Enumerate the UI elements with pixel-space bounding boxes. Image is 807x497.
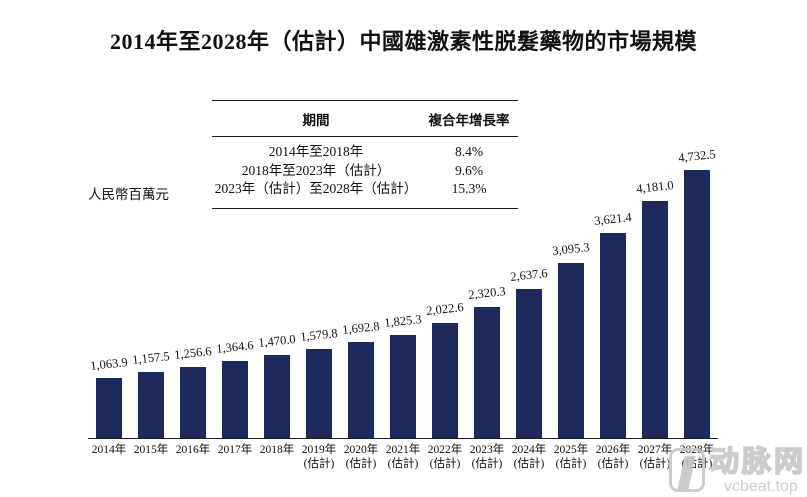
- bar-slot: 1,470.0: [256, 332, 298, 438]
- bar-value-label: 1,256.6: [173, 344, 213, 362]
- x-axis-label: 2020年 (估計): [343, 444, 379, 471]
- bar: [96, 378, 122, 438]
- x-axis-label: 2023年 (估計): [469, 444, 505, 471]
- bar: [558, 263, 584, 438]
- cagr-cell: 8.4%: [454, 144, 484, 159]
- bar-slot: 1,157.5: [130, 349, 172, 438]
- bar-value-label: 4,732.5: [677, 147, 717, 165]
- cagr-table-header-row: 期間 複合年增長率: [212, 101, 518, 137]
- bar-slot: 2,637.6: [508, 266, 550, 438]
- cagr-table: 期間 複合年增長率 2014年至2018年 8.4% 2018年至2023年（估計）…: [212, 100, 518, 209]
- bar: [432, 323, 458, 438]
- bar: [348, 342, 374, 438]
- period-cell: 2018年至2023年（估計）: [241, 162, 391, 178]
- bar: [180, 367, 206, 438]
- watermark-logo-text: 动脉网: [709, 446, 806, 478]
- bar: [684, 170, 710, 438]
- cagr-table-header-period: 期間: [302, 113, 330, 128]
- bar-chart: 1,063.9 1,157.5 1,256.6 1,364.6 1,470.0 1,579…: [88, 147, 718, 472]
- bar-value-label: 2,320.3: [467, 284, 507, 302]
- bar-slot: 1,579.8: [298, 326, 340, 438]
- bar-slot: 1,692.8: [340, 319, 382, 438]
- bar-value-label: 1,579.8: [299, 326, 339, 344]
- x-axis-label: 2022年 (估計): [427, 444, 463, 471]
- bar-slot: 3,095.3: [550, 240, 592, 438]
- bar-slot: 2,320.3: [466, 284, 508, 438]
- bar-value-label: 3,621.4: [593, 210, 633, 228]
- x-axis-label: 2028年 (估計): [679, 444, 715, 471]
- table-row: 2014年至2018年 8.4%: [212, 143, 518, 162]
- cagr-cell: 15.3%: [451, 181, 487, 196]
- watermark-site-text: vcbeat.top: [723, 478, 798, 495]
- bar: [642, 201, 668, 438]
- table-row: 2023年（估計）至2028年（估計） 15.3%: [212, 180, 518, 199]
- period-cell: 2023年（估計）至2028年（估計）: [214, 181, 418, 196]
- bar-value-label: 2,637.6: [509, 266, 549, 284]
- bar-value-label: 1,825.3: [383, 312, 423, 330]
- x-axis-label: 2025年 (估計): [553, 444, 589, 471]
- x-axis-label: 2014年: [91, 444, 127, 456]
- chart-title: 2014年至2028年（估計）中國雄激素性脱髮藥物的市場規模: [109, 29, 697, 54]
- bar-value-label: 1,470.0: [257, 332, 297, 350]
- x-axis-label: 2021年 (估計): [385, 444, 421, 471]
- bar-value-label: 3,095.3: [551, 240, 591, 258]
- x-axis-labels: 2014年 2015年 2016年 2017年 2018年 2019年 (估計) 2020年(…: [88, 439, 718, 472]
- bar-slot: 1,364.6: [214, 338, 256, 438]
- bars-area: 1,063.9 1,157.5 1,256.6 1,364.6 1,470.0 1,579…: [88, 147, 718, 439]
- cagr-table-header-cagr: 複合年增長率: [428, 113, 510, 128]
- bar: [390, 335, 416, 438]
- cagr-cell: 9.6%: [454, 162, 484, 178]
- y-axis-unit-label: 人民幣百萬元: [88, 187, 169, 202]
- bar: [474, 307, 500, 438]
- x-axis-label: 2016年: [175, 444, 211, 456]
- bar-slot: 4,732.5: [676, 147, 718, 438]
- bar: [306, 349, 332, 438]
- cagr-table-body: 2014年至2018年 8.4% 2018年至2023年（估計） 9.6% 2023年（…: [212, 137, 518, 208]
- x-axis-label: 2017年: [217, 444, 253, 456]
- bar: [222, 361, 248, 438]
- bar: [600, 233, 626, 438]
- bar-slot: 1,825.3: [382, 312, 424, 438]
- period-cell: 2014年至2018年: [268, 144, 364, 159]
- bar-value-label: 1,157.5: [131, 349, 171, 367]
- bar-value-label: 1,692.8: [341, 319, 381, 337]
- bar: [516, 289, 542, 438]
- x-axis-label: 2024年 (估計): [511, 444, 547, 471]
- x-axis-label: 2019年 (估計): [301, 444, 337, 471]
- bar-slot: 3,621.4: [592, 210, 634, 438]
- bar-slot: 2,022.6: [424, 300, 466, 438]
- bar-slot: 1,256.6: [172, 344, 214, 438]
- x-axis-label: 2026年 (估計): [595, 444, 631, 471]
- bar-value-label: 4,181.0: [635, 178, 675, 196]
- bar-slot: 1,063.9: [88, 355, 130, 438]
- bar: [138, 372, 164, 438]
- bar-slot: 4,181.0: [634, 178, 676, 438]
- table-row: 2018年至2023年（估計） 9.6%: [212, 162, 518, 181]
- bar: [264, 355, 290, 438]
- x-axis-label: 2018年: [259, 444, 295, 456]
- x-axis-label: 2027年 (估計): [637, 444, 673, 471]
- bar-value-label: 1,364.6: [215, 338, 255, 356]
- x-axis-label: 2015年: [133, 444, 169, 456]
- bar-value-label: 1,063.9: [89, 355, 129, 373]
- bar-value-label: 2,022.6: [425, 300, 465, 318]
